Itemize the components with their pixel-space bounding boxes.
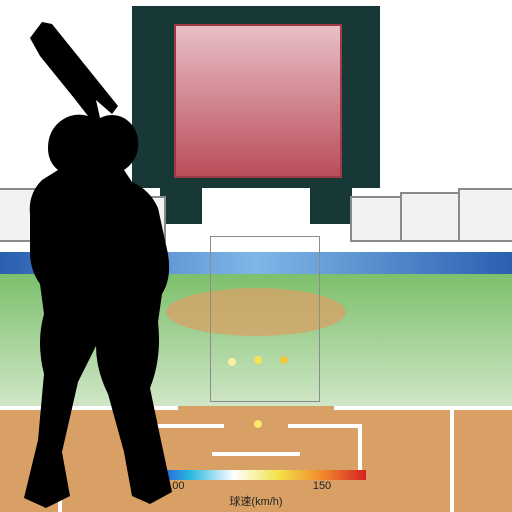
pitch-dot-2 [280, 356, 288, 364]
stands-block-3 [350, 196, 404, 242]
pitch-location-diagram: 100150球速(km/h) [0, 0, 512, 512]
batter-silhouette [0, 22, 250, 512]
pitch-dot-1 [254, 356, 262, 364]
stands-block-5 [458, 188, 512, 242]
scoreboard-pillar-right [310, 188, 352, 224]
legend-tick-150: 150 [313, 480, 331, 492]
pitch-dot-3 [254, 420, 262, 428]
plate-line-8 [450, 406, 454, 512]
plate-line-1 [334, 406, 512, 410]
plate-line-3 [288, 424, 362, 428]
stands-block-4 [400, 192, 462, 242]
